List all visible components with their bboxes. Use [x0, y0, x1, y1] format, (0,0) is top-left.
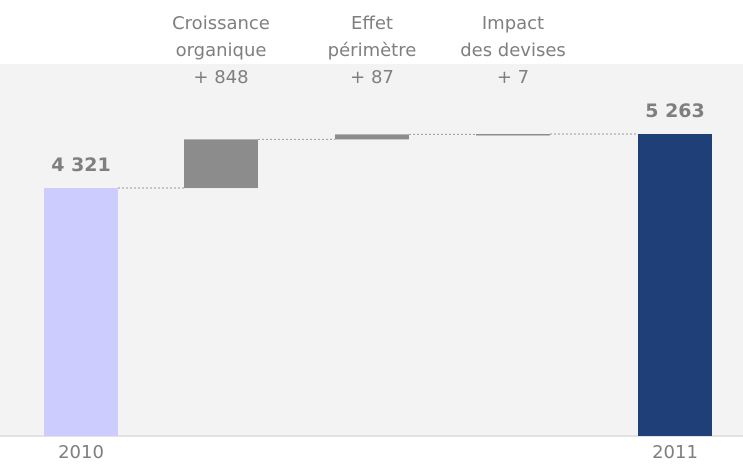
category-label-2-line-1: périmètre [328, 40, 417, 61]
bar-4 [638, 134, 712, 436]
data-label-0: 4 321 [51, 154, 111, 176]
delta-label-2: + 87 [350, 67, 394, 88]
category-labels: 2010 Croissance organique Effet périmètre Imp… [58, 13, 698, 463]
category-label-3-line-1: des devises [460, 40, 566, 61]
plot-background [0, 64, 743, 437]
x-tick-label-4: 2011 [652, 442, 698, 463]
delta-label-1: + 848 [193, 67, 248, 88]
bar-3 [476, 134, 550, 136]
connector-lines [118, 133, 638, 189]
data-label-4: 5 263 [645, 100, 705, 122]
category-label-1-line-0: Croissance [172, 13, 270, 34]
category-label-3-line-0: Impact [482, 13, 544, 34]
value-labels: 4 321 + 848 + 87 + 7 5 263 [51, 67, 705, 176]
bar-2 [335, 134, 409, 140]
delta-label-3: + 7 [497, 67, 529, 88]
category-label-2-line-0: Effet [351, 13, 393, 34]
bars [44, 134, 712, 436]
bar-1 [184, 139, 258, 189]
bar-0 [44, 188, 118, 436]
x-tick-label-0: 2010 [58, 442, 104, 463]
category-label-1-line-1: organique [176, 40, 267, 61]
